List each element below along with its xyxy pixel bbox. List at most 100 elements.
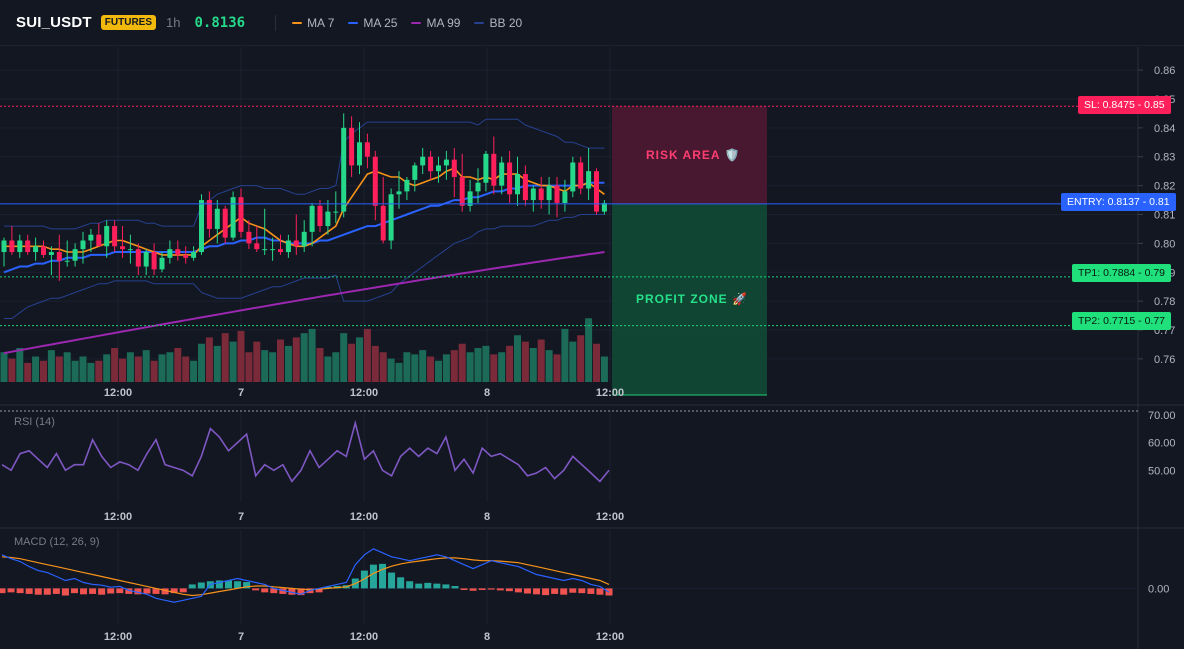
macd-histogram-bar [0,588,6,594]
volume-bar [174,348,182,382]
time-tick-label: 12:00 [350,631,378,643]
macd-histogram-bar [523,588,531,594]
volume-bar [190,360,198,382]
rsi-pane: RSI (14) 70.00 60.00 50.00 [0,404,1184,483]
candle-body [507,162,513,195]
volume-bar [126,352,134,382]
volume-bar [332,352,340,382]
legend-ma25[interactable]: MA 25 [348,16,397,30]
legend-ma7[interactable]: MA 7 [292,16,334,30]
volume-bar [221,333,229,382]
price-tick-label: 0.82 [1154,181,1175,193]
candle-body [451,159,457,177]
candle-body [214,208,220,229]
volume-bar [450,350,458,382]
stop-loss-tag[interactable]: SL: 0.8475 - 0.85 [1078,96,1171,114]
symbol-name[interactable]: SUI_USDT [16,14,92,31]
candle-body [554,185,560,203]
candle-body [127,249,133,251]
candle-body [167,249,173,258]
volume-bar [521,341,529,382]
tp2-tag[interactable]: TP2: 0.7715 - 0.77 [1072,312,1171,330]
price-tick-label: 0.78 [1154,296,1175,308]
time-tick-label: 12:00 [596,511,624,523]
tp1-axis: 0.79 [1144,267,1165,279]
stop-loss-axis: 0.85 [1144,99,1165,111]
volume-bar [458,343,466,382]
volume-bar [253,341,261,382]
ma99-line [3,251,605,355]
candle-body [443,159,449,166]
candle-body [364,142,370,157]
macd-histogram-bar [107,588,115,594]
candle-body [412,165,418,180]
candle-body [309,205,315,232]
candle-body [254,243,260,250]
candle-body [1,240,7,253]
candle-body [333,211,339,213]
header-divider [275,14,277,31]
macd-histogram-bar [369,564,377,589]
risk-area-box [612,106,767,204]
macd-histogram-bar [433,583,441,589]
stop-loss-label: SL: 0.8475 [1084,99,1135,111]
volume-bar [379,352,387,382]
volume-bar [316,348,324,382]
candle-body [396,191,402,195]
macd-histogram-bar [116,588,124,594]
volume-bar [600,356,608,382]
profit-zone-label: PROFIT ZONE 🚀 [636,292,748,306]
price-tick-label: 0.84 [1154,123,1175,135]
volume-bar [119,358,126,382]
candle-body [285,240,291,253]
macd-histogram-bar [70,588,78,594]
volume-bar [284,345,292,382]
volume-bar [300,333,308,382]
volume-bar [529,348,537,382]
tp2-label: TP2: 0.7715 [1078,315,1136,327]
legend-bb20[interactable]: BB 20 [474,16,522,30]
candle-body [301,231,307,247]
candle-body [341,127,347,212]
macd-histogram-bar [179,588,187,593]
tp2-axis: 0.77 [1144,315,1165,327]
trade-zones [612,106,767,396]
entry-label: ENTRY: 0.8137 [1067,196,1140,208]
macd-histogram-bar [505,588,513,592]
candle-body [64,260,70,262]
candle-body [293,240,299,247]
macd-histogram-bar [424,582,432,589]
candle-body [88,234,94,241]
macd-histogram-bar [215,580,223,589]
volume-bar [150,360,158,382]
timeframe-selector[interactable]: 1h [166,15,181,30]
candle-body [246,231,252,244]
volume-bar [419,350,427,382]
candle-body [33,246,39,253]
volume-bar [277,339,284,382]
macd-histogram-bar [89,588,97,594]
candle-body [467,191,473,206]
time-tick-label: 7 [238,511,244,523]
entry-tag[interactable]: ENTRY: 0.8137 - 0.81 [1061,193,1176,211]
candle-body [578,162,584,189]
candle-body [262,249,268,251]
volume-bar [24,362,32,382]
volume-bar [514,335,521,382]
volume-bar [142,350,150,382]
legend-ma99[interactable]: MA 99 [411,16,460,30]
rsi-tick-label: 70.00 [1148,410,1176,422]
macd-histogram-bar [514,588,522,593]
price-tick-label: 0.80 [1154,238,1175,250]
time-tick-label: 12:00 [104,631,132,643]
candle-body [104,226,110,247]
tp1-tag[interactable]: TP1: 0.7884 - 0.79 [1072,264,1171,282]
volume-bar [213,345,221,382]
volume-bar [16,348,24,382]
time-tick-label: 12:00 [350,511,378,523]
last-price: 0.8136 [194,14,246,31]
macd-histogram-bar [43,588,51,595]
volume-bar [47,350,55,382]
candle-body [491,153,497,186]
